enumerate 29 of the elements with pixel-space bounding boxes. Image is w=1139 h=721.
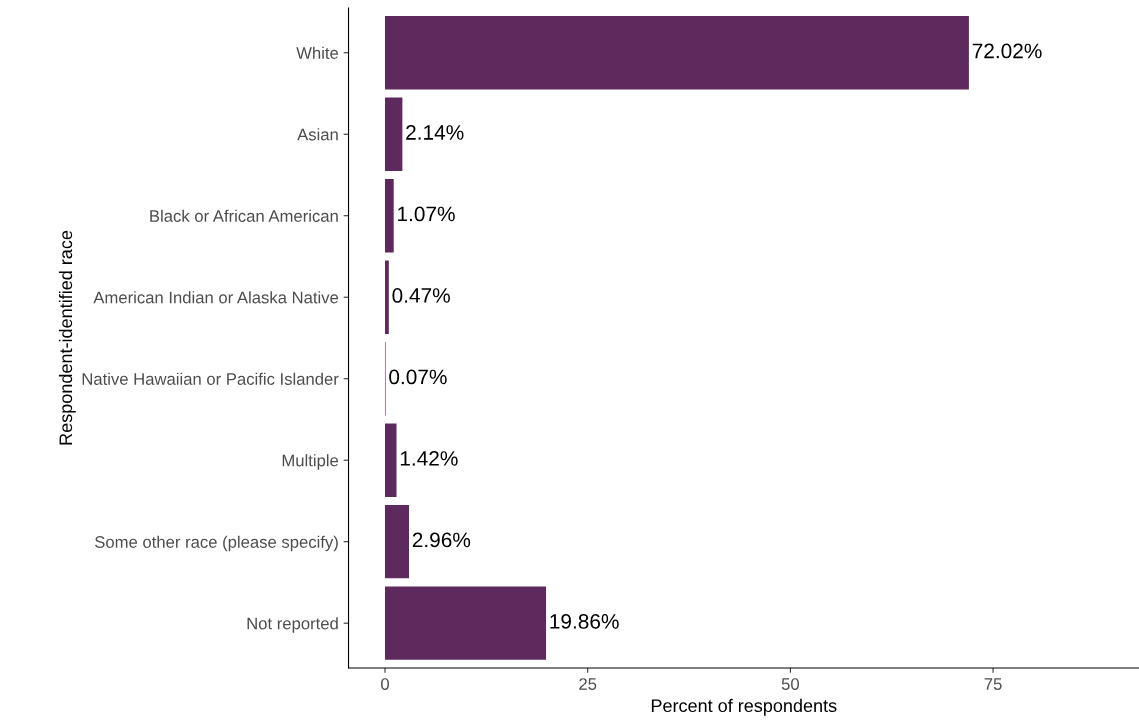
bar bbox=[385, 16, 969, 90]
y-tick-label: Some other race (please specify) bbox=[95, 535, 338, 552]
x-tick-label: 0 bbox=[381, 678, 389, 690]
data-label: 72.02% bbox=[972, 43, 1042, 59]
data-label: 1.07% bbox=[398, 206, 455, 222]
y-tick-label: Native Hawaiian or Pacific Islander bbox=[82, 372, 339, 385]
y-tick-label: Not reported bbox=[247, 617, 338, 633]
data-label: 2.14% bbox=[406, 125, 464, 140]
bar bbox=[385, 586, 547, 660]
y-tick-label: Black or African American bbox=[150, 209, 338, 222]
bar bbox=[385, 260, 389, 334]
data-label: 1.42% bbox=[400, 451, 458, 466]
y-tick-label: White bbox=[296, 46, 339, 59]
x-tick-label: 50 bbox=[781, 678, 799, 690]
bar bbox=[385, 179, 394, 253]
x-tick-label: 25 bbox=[579, 678, 597, 690]
x-tick-label: 75 bbox=[984, 678, 1002, 690]
bar bbox=[385, 97, 403, 171]
y-tick-label: Asian bbox=[297, 128, 338, 141]
data-label: 19.86% bbox=[550, 614, 619, 629]
data-label: 2.96% bbox=[412, 532, 471, 548]
y-tick-label: American Indian or Alaska Native bbox=[93, 291, 339, 304]
y-axis-title: Respondent-identified race bbox=[58, 230, 76, 445]
x-axis-title: Percent of respondents bbox=[651, 698, 837, 716]
bar bbox=[385, 505, 410, 579]
data-label: 0.47% bbox=[392, 288, 450, 303]
bar bbox=[385, 423, 397, 497]
y-tick-label: Multiple bbox=[282, 454, 339, 470]
data-label: 0.07% bbox=[389, 369, 447, 385]
